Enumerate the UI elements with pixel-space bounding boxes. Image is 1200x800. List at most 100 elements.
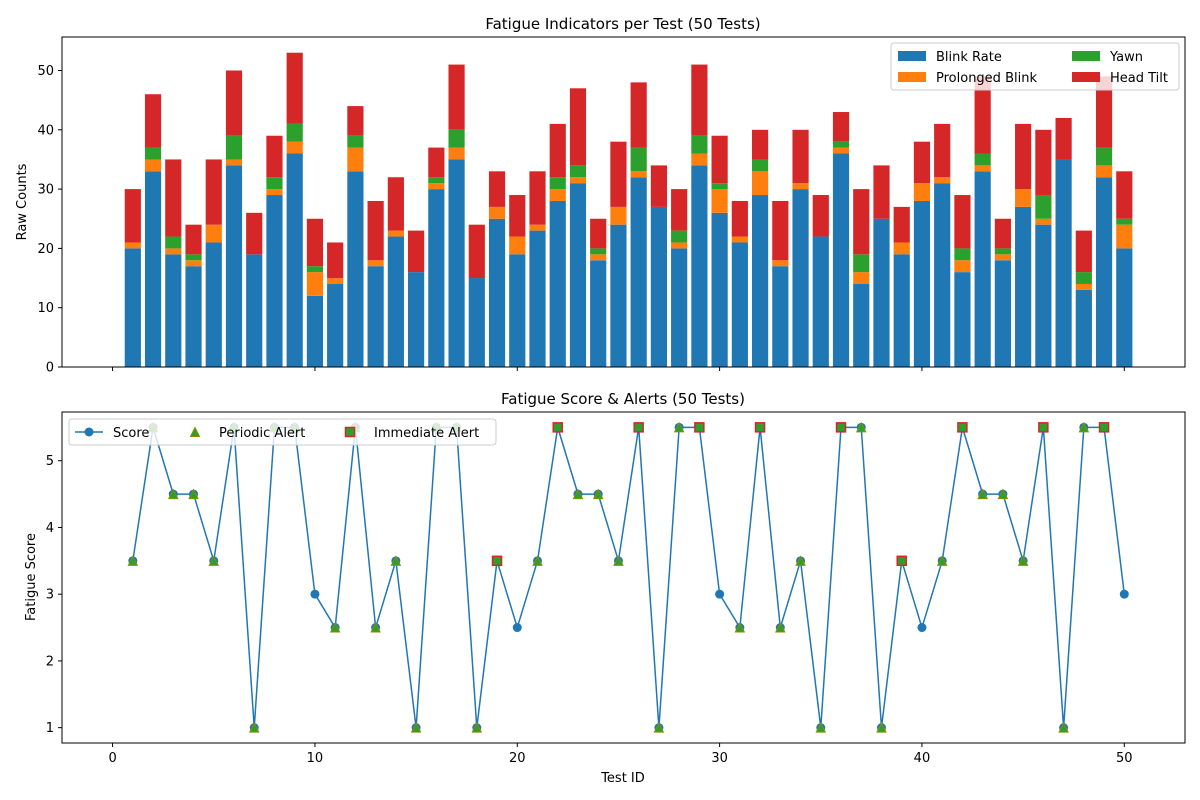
bottom-chart-title: Fatigue Score & Alerts (50 Tests) — [501, 390, 745, 408]
bar-blink-rate-test-27 — [650, 206, 668, 367]
bar-blink-rate-test-28 — [671, 248, 688, 367]
periodic-alert-marker-test-24 — [592, 488, 604, 500]
bottom-y-tick-label-2: 2 — [46, 654, 54, 669]
score-point-test-20 — [512, 623, 522, 633]
periodic-alert-marker-test-31 — [734, 621, 746, 633]
periodic-alert-marker-test-14 — [390, 555, 402, 566]
periodic-alert-marker-test-33 — [775, 621, 786, 633]
bar-blink-rate-test-13 — [367, 266, 384, 367]
legend-label-prolonged-blink: Prolonged Blink — [936, 71, 1037, 86]
score-point-test-10 — [310, 589, 320, 599]
bar-prolonged-blink-test-25 — [610, 206, 627, 225]
score-line-chart: Fatigue Score & Alerts (50 Tests) Fatigu… — [24, 390, 1186, 786]
bar-blink-rate-test-4 — [185, 266, 202, 367]
bar-blink-rate-test-6 — [225, 165, 243, 367]
periodic-alert-marker-test-13 — [370, 621, 381, 633]
bar-yawn-test-4 — [185, 254, 202, 261]
bar-head-tilt-test-25 — [610, 141, 627, 207]
immediate-alert-marker-test-42 — [957, 422, 968, 433]
bar-prolonged-blink-test-45 — [1015, 189, 1032, 207]
periodic-alert-marker-test-44 — [997, 488, 1009, 500]
bar-yawn-test-46 — [1035, 195, 1052, 219]
bar-prolonged-blink-test-24 — [590, 254, 607, 261]
stacked-bar-chart: Fatigue Indicators per Test (50 Tests) R… — [15, 15, 1186, 376]
bottom-x-tick-label-20: 20 — [509, 751, 526, 766]
periodic-alert-marker-test-15 — [410, 722, 422, 733]
bar-yawn-test-37 — [853, 254, 870, 273]
bar-prolonged-blink-test-43 — [974, 165, 991, 172]
bar-blink-rate-test-29 — [691, 165, 708, 367]
bar-blink-rate-test-49 — [1095, 177, 1113, 367]
top-y-tick-label-0: 0 — [46, 361, 54, 376]
immediate-alert-marker-test-49 — [1098, 422, 1110, 433]
bar-head-tilt-test-24 — [590, 218, 607, 249]
bar-blink-rate-test-7 — [246, 254, 263, 367]
bar-head-tilt-test-18 — [468, 224, 485, 279]
legend-label-immediate-alert: Immediate Alert — [374, 426, 479, 441]
bar-blink-rate-test-23 — [569, 183, 587, 367]
bar-blink-rate-test-24 — [590, 260, 607, 367]
top-plot-frame — [61, 36, 1186, 368]
legend-swatch-blink-rate — [898, 51, 926, 61]
top-y-tick-label-30: 30 — [37, 183, 54, 198]
bar-prolonged-blink-test-2 — [144, 159, 162, 172]
bar-yawn-test-3 — [165, 236, 182, 249]
periodic-alert-marker-test-38 — [876, 722, 887, 733]
top-y-tick-label-50: 50 — [37, 64, 54, 79]
bar-blink-rate-test-50 — [1116, 248, 1133, 367]
bar-blink-rate-test-12 — [347, 171, 364, 367]
bar-blink-rate-test-2 — [144, 171, 162, 367]
bar-prolonged-blink-test-14 — [387, 230, 404, 237]
bar-head-tilt-test-7 — [246, 212, 263, 255]
bar-blink-rate-test-26 — [630, 177, 647, 367]
bar-head-tilt-test-2 — [144, 94, 162, 148]
bar-head-tilt-test-47 — [1055, 117, 1072, 160]
legend-swatch-yawn — [1072, 51, 1100, 61]
legend-label-blink-rate: Blink Rate — [936, 50, 1002, 65]
periodic-alert-marker-test-37 — [855, 421, 867, 433]
bar-head-tilt-test-9 — [286, 52, 303, 124]
top-chart-title: Fatigue Indicators per Test (50 Tests) — [485, 15, 760, 33]
bar-yawn-test-23 — [569, 165, 587, 178]
bar-prolonged-blink-test-36 — [832, 147, 850, 154]
immediate-alert-marker-test-36 — [835, 422, 847, 433]
bar-yawn-test-29 — [691, 135, 708, 154]
periodic-alert-marker-test-21 — [532, 555, 543, 566]
periodic-alert-marker-test-3 — [167, 488, 179, 500]
bar-prolonged-blink-test-13 — [367, 260, 384, 267]
bar-head-tilt-test-13 — [367, 200, 384, 261]
bar-head-tilt-test-33 — [772, 200, 789, 261]
bar-head-tilt-test-3 — [165, 159, 182, 237]
bar-head-tilt-test-31 — [731, 200, 748, 237]
bar-yawn-test-28 — [671, 230, 688, 243]
bar-prolonged-blink-test-37 — [853, 272, 870, 284]
bar-prolonged-blink-test-34 — [792, 183, 809, 190]
bottom-y-tick-label-5: 5 — [46, 454, 54, 469]
bar-prolonged-blink-test-50 — [1116, 224, 1133, 249]
bar-prolonged-blink-test-6 — [225, 159, 243, 166]
bar-head-tilt-test-29 — [691, 64, 708, 136]
top-y-tick-label-20: 20 — [37, 242, 54, 257]
top-y-axis-label: Raw Counts — [15, 163, 30, 240]
bar-prolonged-blink-test-46 — [1035, 218, 1052, 225]
legend-periodic-alert-marker — [189, 426, 201, 437]
bar-prolonged-blink-test-32 — [751, 171, 769, 196]
bottom-x-ticks: 0 10 20 30 40 50 — [108, 743, 1133, 766]
bar-prolonged-blink-test-33 — [772, 260, 789, 267]
bar-blink-rate-test-3 — [165, 254, 182, 367]
bar-prolonged-blink-test-8 — [266, 189, 283, 196]
bar-blink-rate-test-8 — [266, 195, 283, 367]
bar-yawn-test-44 — [994, 248, 1011, 255]
bar-head-tilt-test-39 — [893, 206, 910, 243]
periodic-alert-marker-test-25 — [613, 555, 624, 566]
bar-yawn-test-30 — [711, 183, 728, 190]
top-y-tick-label-40: 40 — [37, 123, 54, 138]
bottom-x-tick-label-50: 50 — [1116, 751, 1133, 766]
bar-head-tilt-test-22 — [549, 123, 566, 178]
immediate-alert-marker-test-39 — [896, 555, 907, 567]
bottom-y-tick-label-3: 3 — [46, 588, 54, 603]
bar-head-tilt-test-30 — [711, 135, 728, 184]
bar-head-tilt-test-45 — [1015, 123, 1032, 190]
bar-prolonged-blink-test-20 — [509, 236, 526, 255]
